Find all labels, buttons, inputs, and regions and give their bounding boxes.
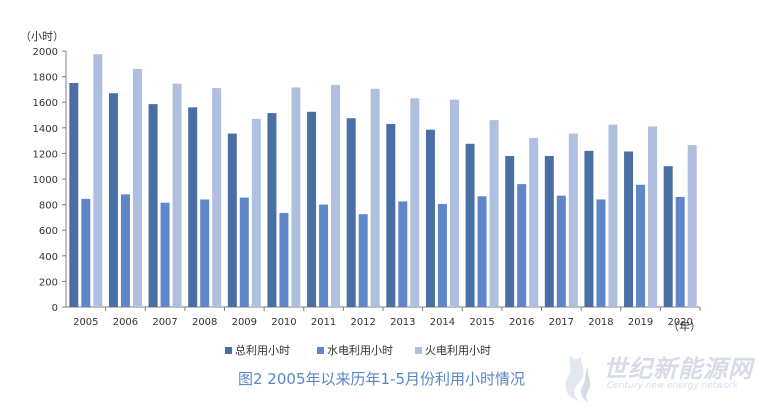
legend-label: 火电利用小时	[425, 344, 491, 357]
bar	[307, 111, 317, 307]
bar	[398, 201, 408, 307]
x-axis-unit-label: （年）	[668, 319, 701, 333]
bar	[319, 204, 329, 307]
bar	[477, 196, 487, 307]
legend-swatch	[415, 347, 422, 354]
bars	[69, 54, 697, 308]
bar	[386, 123, 396, 308]
y-tick-label: 0	[52, 303, 58, 314]
legend-swatch	[317, 347, 324, 354]
y-tick-label: 800	[39, 201, 58, 212]
bar	[81, 198, 91, 307]
bar	[132, 68, 142, 307]
bar	[279, 212, 289, 307]
x-tick-label: 2019	[628, 317, 653, 328]
x-tick-label: 2011	[311, 317, 336, 328]
bar	[465, 143, 475, 307]
x-tick-label: 2012	[350, 317, 375, 328]
bar	[648, 126, 658, 308]
legend-swatch	[225, 347, 232, 354]
bar	[120, 194, 130, 307]
bar	[505, 155, 515, 307]
bar	[556, 195, 566, 307]
bar	[437, 203, 447, 307]
bar	[636, 184, 646, 307]
bar	[291, 87, 301, 307]
bar	[370, 88, 380, 307]
y-tick-label: 400	[39, 252, 58, 263]
legend-label: 总利用小时	[235, 343, 290, 357]
x-tick-label: 2005	[73, 317, 98, 328]
tick-labels: 0 200 400 600 800 1000 1200 1400 1600 1800 2000 200…	[33, 47, 693, 328]
bar	[425, 129, 435, 307]
y-tick-label: 1800	[33, 73, 58, 84]
bar	[108, 93, 118, 308]
y-tick-label: 1000	[33, 175, 58, 186]
x-tick-label: 2006	[113, 317, 138, 328]
watermark-name: 世纪新能源网	[603, 355, 753, 383]
bar	[584, 150, 594, 307]
bar	[544, 155, 554, 307]
bar	[93, 54, 103, 308]
bar	[675, 196, 685, 307]
x-tick-label: 2017	[549, 317, 574, 328]
bar	[489, 120, 499, 308]
bar	[69, 83, 79, 307]
x-tick-label: 2014	[430, 317, 455, 328]
bar	[212, 88, 222, 308]
x-tick-label: 2009	[232, 317, 257, 328]
bar	[624, 151, 634, 307]
bar	[331, 84, 341, 307]
bar	[251, 118, 261, 307]
bar	[239, 197, 249, 307]
legend-label: 水电利用小时	[327, 344, 393, 357]
chart-title: 图2 2005年以来历年1-5月份利用小时情况	[238, 370, 525, 388]
flame-logo-icon	[565, 349, 591, 402]
x-tick-label: 2010	[271, 317, 296, 328]
bar	[227, 133, 237, 307]
y-tick-label: 600	[39, 226, 58, 237]
watermark: 世纪新能源网 Century new energy network	[551, 345, 753, 407]
bar	[449, 99, 459, 307]
bar	[188, 107, 198, 307]
y-axis-unit-label: （小时）	[20, 30, 64, 43]
axes: （小时） （年）	[20, 30, 701, 333]
x-tick-label: 2007	[152, 317, 177, 328]
bar	[160, 202, 170, 307]
y-tick-label: 1600	[33, 98, 58, 109]
bar	[529, 138, 539, 307]
bar	[200, 199, 210, 307]
bar	[267, 113, 277, 307]
bar	[687, 145, 697, 307]
x-tick-label: 2008	[192, 317, 217, 328]
y-tick-label: 1400	[33, 124, 58, 135]
x-tick-label: 2018	[588, 317, 613, 328]
bar	[663, 166, 673, 307]
bar	[568, 133, 578, 307]
bar	[517, 184, 527, 307]
bar	[172, 83, 182, 307]
y-tick-label: 1200	[33, 149, 58, 160]
x-tick-label: 2015	[469, 317, 494, 328]
y-tick-label: 200	[39, 277, 58, 288]
x-tick-label: 2020	[667, 317, 692, 328]
x-tick-label: 2016	[509, 317, 534, 328]
watermark-subtitle: Century new energy network	[607, 381, 739, 391]
legend: 总利用小时 水电利用小时 火电利用小时	[225, 343, 491, 357]
bar	[346, 118, 356, 307]
y-tick-label: 2000	[33, 47, 58, 58]
bar	[608, 124, 618, 307]
bar	[358, 214, 368, 307]
bar	[596, 199, 606, 307]
x-tick-label: 2013	[390, 317, 415, 328]
bar	[410, 98, 420, 307]
bar	[148, 104, 158, 308]
